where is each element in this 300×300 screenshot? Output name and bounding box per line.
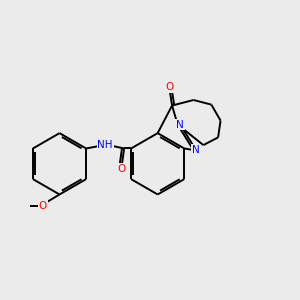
- Text: O: O: [38, 201, 47, 211]
- Text: O: O: [118, 164, 126, 174]
- Text: N: N: [176, 119, 184, 130]
- Text: N: N: [192, 145, 200, 155]
- Text: O: O: [166, 82, 174, 92]
- Text: NH: NH: [97, 140, 113, 150]
